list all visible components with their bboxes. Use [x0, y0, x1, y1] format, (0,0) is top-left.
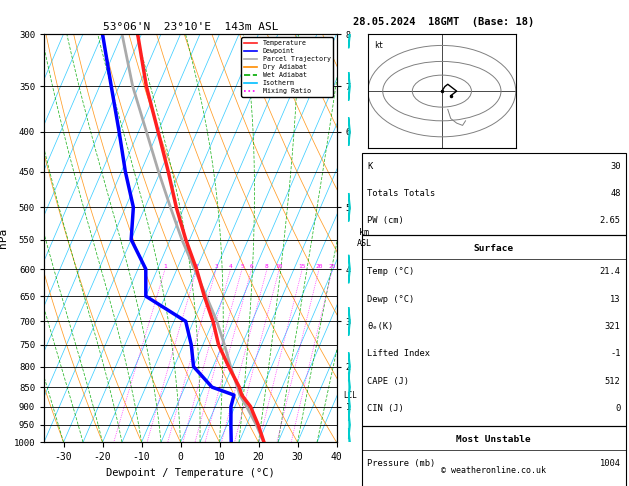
Polygon shape: [348, 428, 350, 456]
Title: 53°06'N  23°10'E  143m ASL: 53°06'N 23°10'E 143m ASL: [103, 22, 278, 32]
Legend: Temperature, Dewpoint, Parcel Trajectory, Dry Adiabat, Wet Adiabat, Isotherm, Mi: Temperature, Dewpoint, Parcel Trajectory…: [241, 37, 333, 97]
Text: 4: 4: [229, 264, 233, 269]
Text: LCL: LCL: [343, 391, 357, 399]
Text: Most Unstable: Most Unstable: [457, 435, 531, 444]
Polygon shape: [348, 255, 350, 283]
Text: Lifted Index: Lifted Index: [367, 349, 430, 358]
Polygon shape: [348, 352, 350, 381]
Polygon shape: [348, 20, 350, 48]
Text: PW (cm): PW (cm): [367, 216, 404, 226]
Text: 2.65: 2.65: [599, 216, 621, 226]
Text: Totals Totals: Totals Totals: [367, 189, 435, 198]
Text: 15: 15: [299, 264, 306, 269]
Text: 3: 3: [214, 264, 218, 269]
Text: 8: 8: [265, 264, 269, 269]
Polygon shape: [348, 373, 350, 401]
Polygon shape: [348, 307, 350, 335]
Text: CAPE (J): CAPE (J): [367, 377, 409, 386]
Polygon shape: [348, 193, 350, 222]
Text: 13: 13: [610, 295, 621, 304]
Text: 1: 1: [163, 264, 167, 269]
Text: 10: 10: [276, 264, 283, 269]
Text: kt: kt: [374, 41, 383, 50]
Y-axis label: hPa: hPa: [0, 228, 8, 248]
Text: 5: 5: [240, 264, 244, 269]
Text: θₑ(K): θₑ(K): [367, 322, 393, 331]
Text: © weatheronline.co.uk: © weatheronline.co.uk: [442, 466, 546, 475]
Text: 2: 2: [195, 264, 199, 269]
Text: Surface: Surface: [474, 243, 514, 253]
Text: -1: -1: [610, 349, 621, 358]
Text: 1004: 1004: [599, 459, 621, 468]
Text: 28.05.2024  18GMT  (Base: 18): 28.05.2024 18GMT (Base: 18): [353, 17, 534, 27]
Text: 512: 512: [605, 377, 621, 386]
Text: 21.4: 21.4: [599, 267, 621, 277]
Text: 6: 6: [250, 264, 253, 269]
Text: 25: 25: [329, 264, 337, 269]
X-axis label: Dewpoint / Temperature (°C): Dewpoint / Temperature (°C): [106, 468, 275, 478]
Polygon shape: [348, 72, 350, 101]
Text: Pressure (mb): Pressure (mb): [367, 459, 435, 468]
Y-axis label: km
ASL: km ASL: [357, 228, 372, 248]
Text: 20: 20: [315, 264, 323, 269]
Text: Dewp (°C): Dewp (°C): [367, 295, 415, 304]
Text: CIN (J): CIN (J): [367, 404, 404, 413]
Text: 0: 0: [615, 404, 621, 413]
Text: 30: 30: [610, 162, 621, 171]
Polygon shape: [348, 392, 350, 421]
Text: Temp (°C): Temp (°C): [367, 267, 415, 277]
Text: 48: 48: [610, 189, 621, 198]
Text: K: K: [367, 162, 372, 171]
Polygon shape: [348, 411, 350, 439]
Text: 321: 321: [605, 322, 621, 331]
Polygon shape: [348, 117, 350, 146]
